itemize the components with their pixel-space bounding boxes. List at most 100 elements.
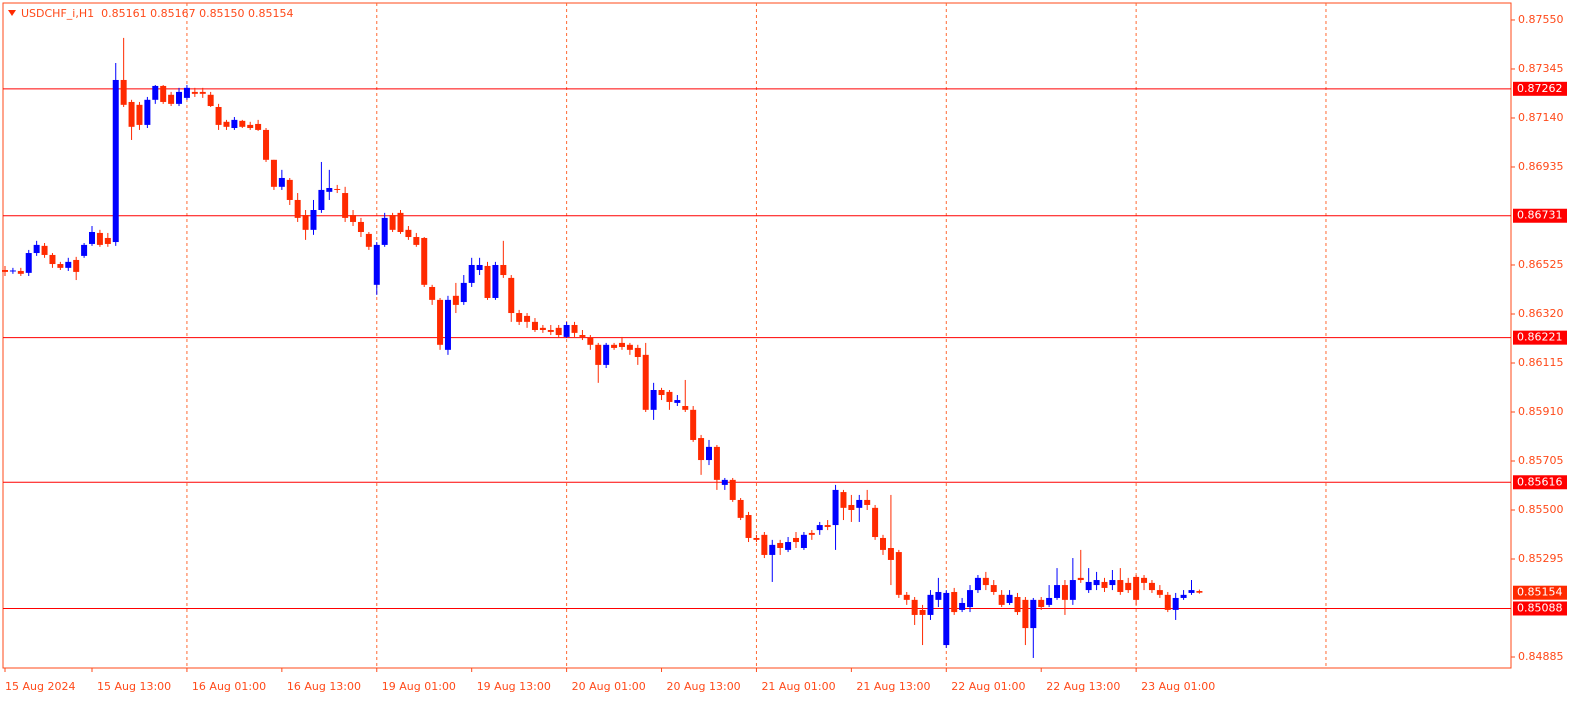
y-tick-label: 0.87550	[1518, 13, 1564, 26]
candle-body	[183, 87, 190, 98]
candle-body	[1054, 585, 1061, 598]
candle-body	[911, 599, 918, 615]
candle-body	[982, 577, 989, 586]
candle-body	[1109, 580, 1116, 586]
candle-body	[168, 94, 175, 104]
y-tick-label: 0.87345	[1518, 62, 1564, 75]
candle-body	[476, 264, 483, 271]
candle-body	[547, 330, 554, 332]
candle-body	[357, 221, 364, 232]
candle-body	[231, 119, 238, 129]
candle-body	[761, 534, 768, 555]
candle-body	[579, 335, 586, 337]
y-tick-label: 0.86525	[1518, 258, 1564, 271]
candle-body	[89, 231, 96, 244]
x-tick-label: 16 Aug 13:00	[287, 680, 361, 693]
candle-body	[112, 79, 119, 243]
y-tick-label: 0.87140	[1518, 111, 1564, 124]
candle-body	[864, 499, 871, 505]
y-tick-label: 0.86320	[1518, 307, 1564, 320]
candle-body	[959, 602, 966, 610]
candle-body	[642, 354, 649, 410]
level-label: 0.85088	[1517, 601, 1563, 614]
candle-body	[302, 215, 309, 230]
candle-body	[895, 552, 902, 595]
candle-body	[729, 479, 736, 500]
candle-body	[373, 244, 380, 285]
candle-body	[698, 438, 705, 461]
collapse-arrow	[8, 10, 16, 16]
candle-body	[120, 79, 127, 105]
x-tick-label: 21 Aug 13:00	[856, 680, 930, 693]
candle-body	[452, 295, 459, 305]
candle-body	[951, 591, 958, 613]
candle-body	[1117, 580, 1124, 592]
x-tick-label: 19 Aug 01:00	[382, 680, 456, 693]
candle-body	[104, 237, 111, 244]
price-label-box	[1513, 585, 1567, 600]
chart-title: USDCHF_i,H1 0.85161 0.85167 0.85150 0.85…	[21, 7, 294, 20]
candle-body	[713, 446, 720, 480]
candle-body	[1038, 599, 1045, 608]
candle-body	[160, 85, 167, 102]
candle-body	[1046, 597, 1053, 605]
candle-body	[1180, 594, 1187, 598]
candle-body	[793, 537, 799, 543]
y-tick-label: 0.85500	[1518, 503, 1564, 516]
candle-body	[199, 91, 206, 94]
x-tick-label: 20 Aug 01:00	[572, 680, 646, 693]
candle-body	[144, 99, 151, 125]
candle-body	[207, 94, 214, 107]
candle-body	[389, 215, 396, 230]
level-label: 0.87262	[1517, 82, 1563, 95]
candle-body	[832, 489, 839, 526]
y-tick-label: 0.86935	[1518, 160, 1564, 173]
candle-body	[136, 104, 143, 125]
candle-body	[176, 91, 183, 104]
candle-body	[397, 212, 404, 232]
candle-body	[223, 121, 230, 127]
candle-body	[405, 229, 412, 238]
candle-body	[2, 270, 8, 272]
level-label-box	[1513, 208, 1567, 223]
candle-body	[840, 492, 847, 508]
candle-body	[571, 324, 578, 333]
candle-body	[365, 233, 372, 247]
candle-body	[887, 548, 894, 560]
candle-body	[1164, 594, 1171, 610]
candle-body	[555, 327, 562, 336]
candle-body	[816, 525, 823, 531]
candle-body	[524, 315, 531, 322]
candle-body	[1030, 599, 1037, 629]
candle-body	[25, 253, 32, 273]
candle-body	[310, 210, 317, 230]
candle-body	[500, 264, 507, 276]
candle-body	[492, 264, 499, 298]
level-label-box	[1513, 601, 1567, 616]
candle-body	[1006, 594, 1013, 603]
candle-body	[674, 400, 681, 403]
candle-body	[421, 237, 428, 285]
x-tick-label: 20 Aug 13:00	[667, 680, 741, 693]
candle-body	[255, 123, 262, 130]
x-tick-label: 21 Aug 01:00	[761, 680, 835, 693]
level-label-box	[1513, 81, 1567, 96]
candle-body	[848, 504, 855, 510]
level-label-box	[1513, 475, 1567, 490]
candle-body	[531, 321, 538, 331]
candle-body	[334, 188, 341, 190]
candle-body	[318, 189, 325, 211]
candle-body	[1133, 576, 1140, 600]
candle-body	[49, 254, 56, 265]
candle-body	[650, 390, 657, 410]
candle-body	[381, 217, 388, 245]
candle-body	[927, 594, 934, 615]
candle-body	[57, 264, 64, 268]
candle-body	[943, 592, 950, 646]
candle-body	[1069, 580, 1076, 600]
candle-body	[880, 537, 887, 550]
candle-body	[413, 237, 420, 245]
candle-body	[152, 85, 159, 100]
x-tick-label: 19 Aug 13:00	[477, 680, 551, 693]
